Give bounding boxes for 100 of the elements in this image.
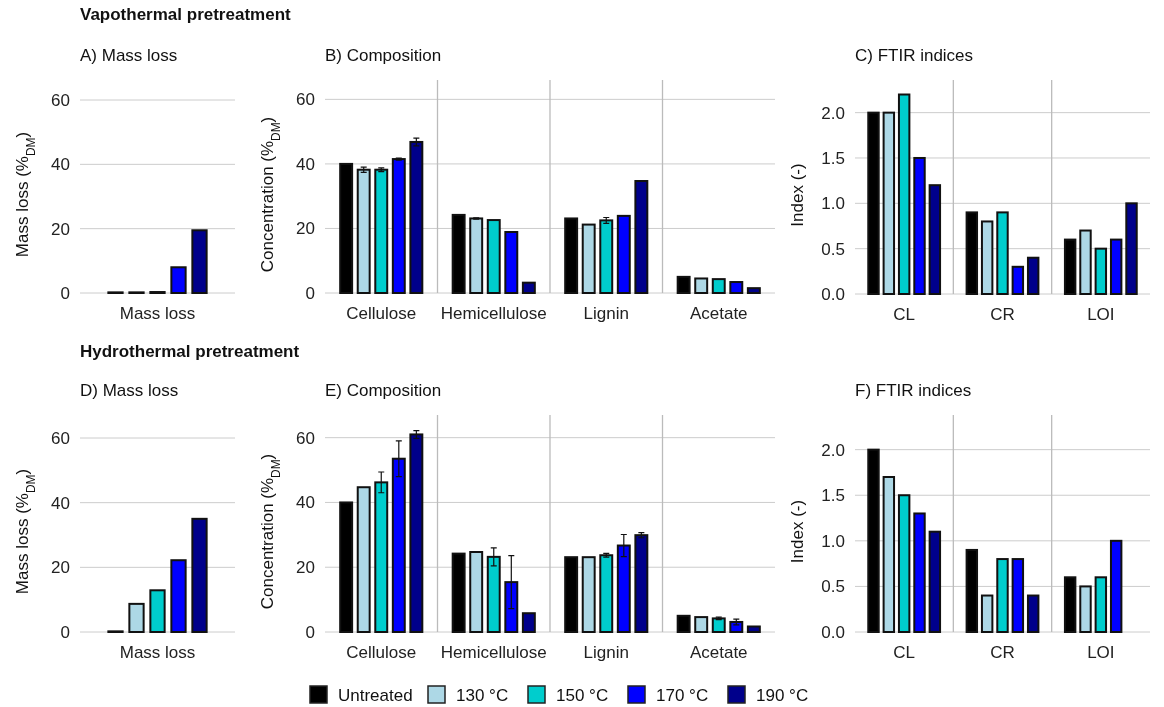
legend-label: 170 °C (656, 686, 709, 705)
bar (339, 162, 354, 294)
bar (599, 554, 614, 633)
bar (581, 223, 596, 294)
bar (1011, 558, 1025, 633)
bar (1109, 539, 1123, 633)
bar (469, 217, 484, 294)
text: Vapothermal pretreatment (80, 5, 292, 24)
legend-label: 130 °C (456, 686, 509, 705)
bar (1063, 576, 1077, 633)
y-tick-label: 1.0 (821, 194, 845, 214)
y-tick-label: 0 (60, 622, 70, 642)
y-tick-label: 40 (296, 154, 315, 174)
bar (928, 530, 942, 633)
y-tick-label: 60 (296, 428, 315, 448)
x-tick-label: Lignin (583, 643, 629, 663)
bar (867, 111, 880, 295)
bar (634, 180, 649, 294)
y-tick-label: 40 (296, 493, 315, 513)
chart-title: E) Composition (325, 381, 442, 400)
x-tick-label: CR (990, 643, 1015, 663)
x-tick-label: Lignin (583, 304, 629, 324)
x-tick-label: Hemicellulose (440, 304, 547, 324)
bar (356, 168, 371, 294)
chart-title: B) Composition (325, 46, 442, 65)
bar (965, 548, 979, 633)
legend-label: 190 °C (756, 686, 809, 705)
bar (694, 616, 709, 633)
y-tick-label: 0.0 (821, 622, 845, 642)
y-tick-label: 60 (51, 90, 70, 110)
y-tick-label: 0.5 (821, 577, 845, 597)
x-tick-label: LOI (1087, 643, 1115, 663)
bar (191, 229, 208, 294)
bar (1125, 202, 1138, 295)
bar (170, 559, 187, 633)
chart-title: D) Mass loss (80, 381, 179, 400)
bar (409, 433, 424, 633)
y-tick-label: 0.5 (821, 239, 845, 259)
x-tick-label: Hemicellulose (440, 643, 547, 663)
bar (996, 211, 1009, 295)
bar (581, 556, 596, 633)
y-tick-label: 20 (51, 558, 70, 578)
chart-title: A) Mass loss (80, 46, 178, 65)
y-tick-label: 60 (51, 428, 70, 448)
bar (521, 612, 536, 633)
x-tick-label: Mass loss (119, 643, 196, 663)
y-tick-label: 1.0 (821, 531, 845, 551)
legend-label: 150 °C (556, 686, 609, 705)
y-axis-title: Index (-) (788, 163, 807, 227)
bar (746, 287, 761, 294)
bar (469, 551, 484, 633)
bar (882, 476, 896, 633)
bar (128, 602, 145, 633)
bar (409, 140, 424, 294)
bar (996, 558, 1009, 633)
y-tick-label: 0 (305, 622, 315, 642)
bar (564, 556, 579, 633)
bar (451, 552, 466, 633)
bar (867, 448, 880, 633)
y-tick-label: 2.0 (821, 440, 845, 460)
bar (980, 220, 994, 295)
bar (170, 266, 187, 294)
legend-label: Untreated (338, 686, 413, 705)
bar (521, 281, 536, 294)
bar (1079, 585, 1092, 633)
bar (676, 614, 691, 633)
bar (729, 281, 744, 294)
bar (391, 158, 406, 294)
x-tick-label: Acetate (689, 304, 748, 324)
y-tick-label: 20 (296, 558, 315, 578)
bar (882, 111, 896, 295)
x-tick-label: Cellulose (346, 304, 417, 324)
x-tick-label: CR (990, 305, 1015, 325)
bar (1026, 594, 1040, 633)
y-tick-label: 40 (51, 155, 70, 175)
bar (504, 231, 519, 294)
bar (149, 589, 166, 633)
chart-title: C) FTIR indices (855, 46, 974, 65)
bar (965, 211, 979, 295)
bar (339, 501, 354, 633)
x-tick-label: Mass loss (119, 304, 196, 324)
bar (356, 486, 371, 633)
bar (980, 594, 994, 633)
y-axis-title: Index (-) (788, 499, 807, 564)
bar (913, 156, 926, 295)
bar (486, 219, 501, 294)
y-tick-label: 0 (305, 283, 315, 303)
bar (1094, 576, 1108, 633)
text: Hydrothermal pretreatment (80, 342, 300, 361)
x-tick-label: CL (893, 643, 916, 663)
bar (1063, 238, 1077, 295)
bar (374, 168, 389, 294)
bar (599, 219, 614, 294)
bar (711, 278, 726, 294)
bar (897, 93, 911, 295)
bar (1026, 256, 1040, 295)
chart-title: F) FTIR indices (855, 381, 972, 400)
bar (564, 217, 579, 294)
y-tick-label: 20 (296, 219, 315, 239)
bar (913, 512, 926, 633)
